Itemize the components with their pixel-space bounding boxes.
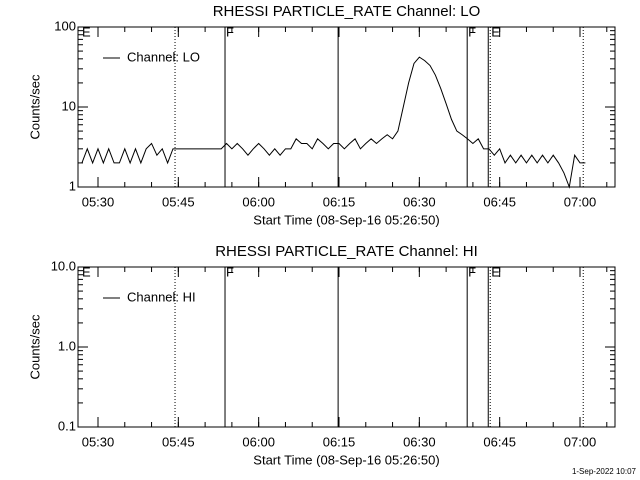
event-label: E: [82, 24, 91, 39]
chart-title: RHESSI PARTICLE_RATE Channel: LO: [213, 3, 481, 20]
legend-label: Channel: HI: [127, 289, 196, 304]
x-tick-label: 06:30: [403, 434, 436, 449]
y-tick-label: 0.1: [58, 418, 76, 433]
x-tick-label: 07:00: [564, 434, 597, 449]
y-tick-label: 1: [69, 178, 76, 193]
chart-title: RHESSI PARTICLE_RATE Channel: HI: [215, 243, 478, 260]
event-label: E: [491, 264, 500, 279]
x-tick-label: 06:15: [323, 194, 356, 209]
legend-label: Channel: LO: [127, 49, 200, 64]
x-axis-label: Start Time (08-Sep-16 05:26:50): [253, 452, 439, 467]
footer: 1-Sep-2022 10:07: [572, 467, 637, 476]
x-tick-label: 05:30: [82, 434, 115, 449]
x-tick-label: 05:45: [162, 434, 195, 449]
x-tick-label: 06:15: [323, 434, 356, 449]
y-axis-label: Counts/sec: [27, 314, 42, 380]
event-label: E: [82, 264, 91, 279]
event-label: F: [226, 264, 234, 279]
event-label: E: [491, 24, 500, 39]
x-tick-label: 07:00: [564, 194, 597, 209]
x-tick-label: 05:30: [82, 194, 115, 209]
x-tick-label: 06:00: [242, 434, 275, 449]
x-tick-label: 06:30: [403, 194, 436, 209]
event-label: F: [468, 264, 476, 279]
event-label: F: [468, 24, 476, 39]
x-tick-label: 05:45: [162, 194, 195, 209]
y-tick-label: 100: [54, 18, 76, 33]
data-line: [81, 56, 586, 189]
y-tick-label: 10.0: [51, 258, 76, 273]
event-label: F: [226, 24, 234, 39]
y-axis-label: Counts/sec: [27, 74, 42, 140]
y-tick-label: 10: [62, 98, 76, 113]
x-axis-label: Start Time (08-Sep-16 05:26:50): [253, 212, 439, 227]
x-tick-label: 06:00: [242, 194, 275, 209]
x-tick-label: 06:45: [483, 194, 516, 209]
y-tick-label: 1.0: [58, 338, 76, 353]
x-tick-label: 06:45: [483, 434, 516, 449]
